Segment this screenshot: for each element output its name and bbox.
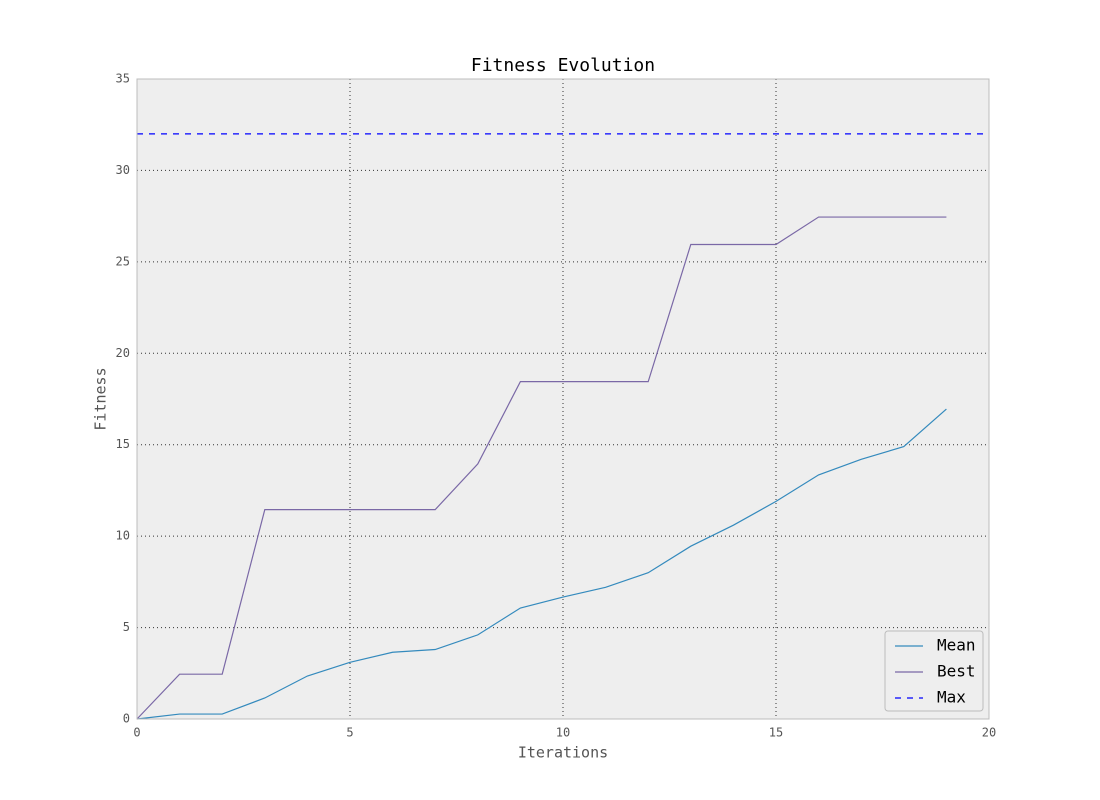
x-tick-label: 20	[982, 726, 996, 740]
y-tick-label: 20	[116, 346, 130, 360]
x-axis-label: Iterations	[518, 744, 608, 762]
legend-box	[884, 630, 984, 712]
y-tick-label: 0	[123, 712, 130, 726]
legend-label: Max	[937, 688, 966, 707]
y-tick-label: 25	[116, 254, 130, 268]
x-tick-label: 15	[769, 726, 783, 740]
legend-label: Best	[937, 662, 976, 681]
y-tick-label: 30	[116, 163, 130, 177]
y-tick-label: 5	[123, 620, 130, 634]
y-axis-label: Fitness	[92, 367, 110, 430]
y-tick-label: 15	[116, 437, 130, 451]
data-line	[136, 408, 947, 720]
x-tick-label: 0	[133, 726, 140, 740]
x-tick-label: 10	[556, 726, 570, 740]
chart-title: Fitness Evolution	[471, 55, 655, 76]
legend-label: Mean	[937, 636, 976, 655]
y-tick-label: 10	[116, 529, 130, 543]
plot-border	[136, 78, 990, 720]
x-tick-label: 5	[346, 726, 353, 740]
data-line	[136, 216, 947, 720]
y-tick-label: 35	[116, 72, 130, 86]
